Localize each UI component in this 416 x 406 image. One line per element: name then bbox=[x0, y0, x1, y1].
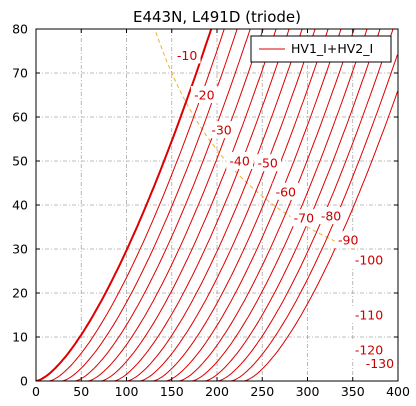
curve-label-bg bbox=[173, 46, 201, 64]
curve-line bbox=[178, 29, 355, 381]
y-tick-label: 80 bbox=[12, 22, 28, 37]
grid-lines bbox=[36, 29, 398, 381]
x-tick-label: 200 bbox=[205, 384, 229, 399]
curve-line bbox=[74, 29, 251, 381]
dissipation-line bbox=[154, 29, 372, 257]
curve-line bbox=[126, 29, 303, 381]
curve-label: -130 bbox=[362, 354, 398, 372]
y-tick-label: 70 bbox=[12, 66, 28, 81]
y-tick-label: 10 bbox=[12, 330, 28, 345]
curve-label-text: -20 bbox=[194, 88, 214, 103]
curve-label-bg bbox=[190, 86, 218, 103]
curve-label: -10 bbox=[173, 46, 201, 64]
x-tick-label: 350 bbox=[341, 384, 365, 399]
y-axis-ticks: 0 10 20 30 40 50 60 70 80 bbox=[12, 22, 398, 389]
plate-curves bbox=[36, 29, 398, 381]
curve-line bbox=[152, 29, 329, 381]
legend: HV1_I+HV2_I bbox=[250, 35, 392, 63]
y-tick-label: 0 bbox=[20, 374, 28, 389]
curve-label-bg bbox=[317, 207, 345, 224]
legend-box bbox=[250, 35, 392, 63]
curve-label-bg bbox=[334, 231, 362, 249]
x-tick-label: 100 bbox=[115, 384, 139, 399]
x-tick-label: 300 bbox=[296, 384, 320, 399]
curve-label-text: -80 bbox=[321, 209, 341, 224]
curve-line bbox=[36, 29, 213, 381]
x-tick-label: 250 bbox=[250, 384, 274, 399]
curve-label: -110 bbox=[351, 306, 387, 323]
curve-label-text: -60 bbox=[276, 184, 296, 199]
x-tick-label: 150 bbox=[160, 384, 184, 399]
curve-label-text: -110 bbox=[355, 308, 383, 323]
curve-line bbox=[191, 29, 368, 381]
curve-label-text: -30 bbox=[211, 123, 231, 138]
curve-label: -80 bbox=[317, 207, 345, 224]
curve-label-text: -10 bbox=[177, 48, 197, 63]
curve-label-text: -130 bbox=[366, 356, 394, 371]
curve-label-text: -40 bbox=[229, 154, 249, 169]
x-tick-label: 0 bbox=[32, 384, 40, 399]
curve-label-text: -90 bbox=[338, 233, 358, 248]
y-tick-label: 20 bbox=[12, 286, 28, 301]
curve-label-text: -50 bbox=[257, 156, 277, 171]
curve-label: -30 bbox=[208, 121, 235, 139]
curve-labels: -10 -20 -30 -40 -50 -60 -70 -80 -90 -100 -110 -120-… bbox=[173, 46, 398, 372]
curve-label: -90 bbox=[334, 231, 362, 249]
curve-line bbox=[113, 29, 290, 381]
curve-label: -70 bbox=[290, 209, 318, 227]
x-axis-ticks: 0 50 100 150 200 250 300 350 400 bbox=[32, 29, 410, 399]
curve-label-bg bbox=[272, 182, 300, 200]
curve-label: -50 bbox=[254, 154, 282, 172]
curve-line bbox=[204, 29, 381, 381]
y-tick-label: 40 bbox=[12, 198, 28, 213]
curve-label-bg bbox=[362, 354, 398, 372]
curve-label: -120 bbox=[351, 341, 387, 359]
y-tick-label: 60 bbox=[12, 110, 28, 125]
curve-label-bg bbox=[226, 152, 254, 169]
curve-line bbox=[217, 29, 394, 381]
curve-label-text: -100 bbox=[355, 253, 383, 268]
curve-line bbox=[100, 29, 277, 381]
curve-line bbox=[87, 29, 264, 381]
curve-label-bg bbox=[290, 209, 318, 227]
y-tick-label: 30 bbox=[12, 242, 28, 257]
y-tick-label: 50 bbox=[12, 154, 28, 169]
curve-line bbox=[230, 54, 398, 381]
x-tick-label: 50 bbox=[73, 384, 89, 399]
dissipation-curve bbox=[154, 29, 372, 257]
curve-label: -40 bbox=[226, 152, 254, 169]
curve-label-bg bbox=[208, 121, 235, 139]
curve-line bbox=[139, 29, 316, 381]
curve-label: -60 bbox=[272, 182, 300, 200]
curve-label-text: -120 bbox=[355, 343, 383, 358]
curve-line bbox=[243, 91, 398, 381]
curve-label-bg bbox=[351, 251, 387, 268]
chart-title: E443N, L491D (triode) bbox=[133, 8, 301, 26]
curve-label-bg bbox=[351, 341, 387, 359]
curve-label-text: -70 bbox=[294, 211, 314, 226]
curve-label: -100 bbox=[351, 251, 387, 268]
legend-label: HV1_I+HV2_I bbox=[291, 41, 373, 56]
curve-label-bg bbox=[351, 306, 387, 323]
x-tick-label: 400 bbox=[386, 384, 410, 399]
curve-line bbox=[165, 29, 342, 381]
curve-label-bg bbox=[254, 154, 282, 172]
curve-label: -20 bbox=[190, 86, 218, 103]
